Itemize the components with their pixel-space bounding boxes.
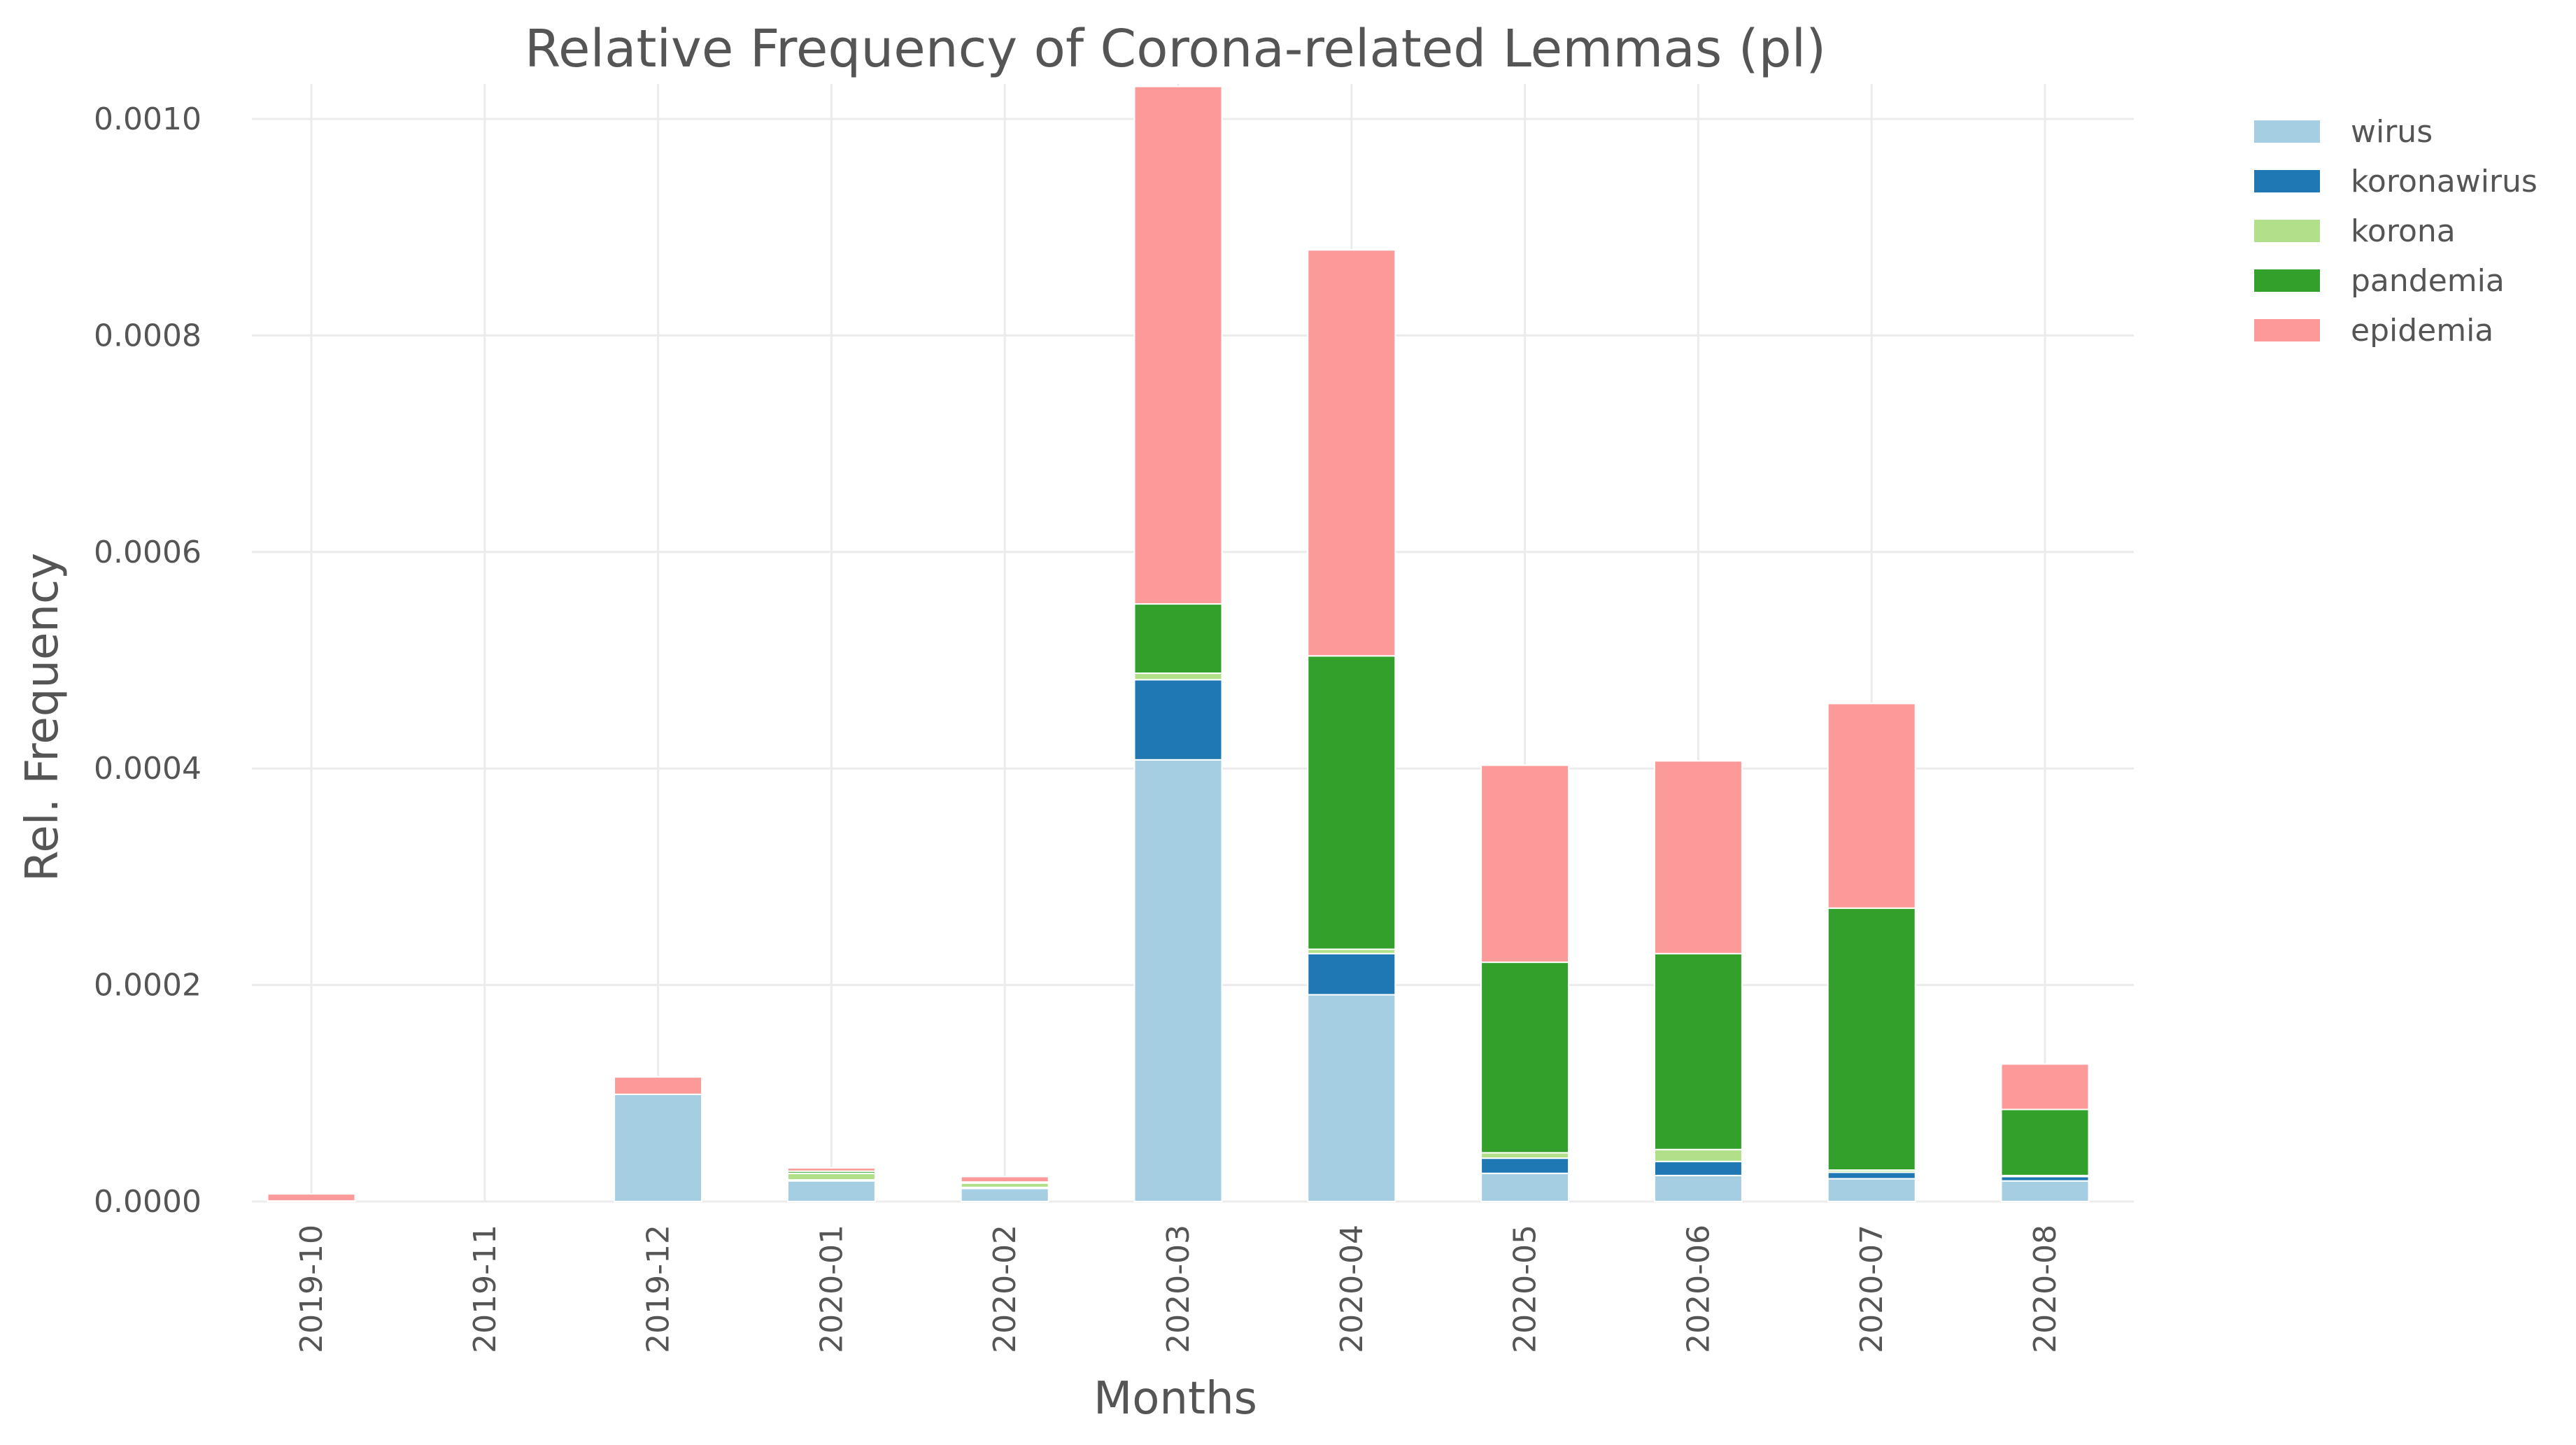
bar-segment-koronawirus xyxy=(1307,952,1396,996)
legend-swatch-koronawirus xyxy=(2254,170,2320,192)
x-tick-label: 2019-12 xyxy=(641,1225,677,1353)
bars xyxy=(267,85,2090,1203)
bar-segment-korona xyxy=(1480,1152,1570,1159)
bar-segment-epidemia xyxy=(614,1076,703,1095)
x-tick-label: 2019-11 xyxy=(467,1225,503,1353)
bar-segment-epidemia xyxy=(267,1193,356,1202)
x-tick-label: 2020-05 xyxy=(1508,1225,1543,1353)
legend-swatch-wirus xyxy=(2254,120,2320,143)
chart-title: Relative Frequency of Corona-related Lem… xyxy=(525,19,1826,79)
bar-segment-wirus xyxy=(1827,1178,1916,1202)
bar-segment-pandemia xyxy=(2000,1108,2090,1176)
bar-segment-epidemia xyxy=(1480,764,1570,964)
legend-label-epidemia: epidemia xyxy=(2351,313,2493,348)
y-tick-label: 0.0006 xyxy=(94,535,201,570)
bar-segment-wirus xyxy=(1307,994,1396,1202)
x-tick-label: 2020-04 xyxy=(1334,1225,1370,1353)
bar-segment-wirus xyxy=(1133,759,1223,1202)
legend-label-korona: korona xyxy=(2351,213,2456,249)
x-tick-label: 2019-10 xyxy=(294,1225,330,1353)
bar-segment-epidemia xyxy=(1653,760,1743,954)
bar-segment-wirus xyxy=(1480,1172,1570,1202)
bar-segment-epidemia xyxy=(786,1167,876,1172)
legend-swatch-epidemia xyxy=(2254,319,2320,341)
bar-segment-epidemia xyxy=(1827,703,1916,909)
y-axis-label: Rel. Frequency xyxy=(17,553,69,882)
bar-segment-epidemia xyxy=(1307,249,1396,657)
bar-segment-pandemia xyxy=(1480,961,1570,1154)
bar-segment-wirus xyxy=(2000,1180,2090,1203)
x-tick-labels: 2019-10 2019-11 2019-12 2020-01 2020-02 2020-… xyxy=(294,1225,2063,1353)
y-tick-labels: 0.0000 0.0002 0.0004 0.0006 0.0008 0.0010 xyxy=(94,101,201,1220)
legend-swatch-korona xyxy=(2254,220,2320,242)
y-tick-label: 0.0002 xyxy=(94,968,201,1003)
bar-segment-wirus xyxy=(786,1180,876,1203)
legend-label-wirus: wirus xyxy=(2351,114,2433,150)
bar-segment-wirus xyxy=(614,1093,703,1203)
bar-segment-wirus xyxy=(1653,1174,1743,1202)
x-tick-label: 2020-06 xyxy=(1680,1225,1716,1353)
bar-segment-korona xyxy=(1653,1148,1743,1162)
legend-label-pandemia: pandemia xyxy=(2351,263,2505,299)
bar-segment-korona xyxy=(1133,672,1223,681)
x-tick-label: 2020-08 xyxy=(2027,1225,2063,1353)
bar-segment-epidemia xyxy=(1133,85,1223,605)
bar-segment-epidemia xyxy=(960,1176,1049,1183)
x-tick-label: 2020-03 xyxy=(1161,1225,1196,1353)
bar-segment-pandemia xyxy=(1827,907,1916,1171)
y-tick-label: 0.0000 xyxy=(94,1184,201,1220)
x-tick-label: 2020-07 xyxy=(1854,1225,1890,1353)
bar-segment-epidemia xyxy=(2000,1063,2090,1111)
bar-segment-koronawirus xyxy=(1827,1171,1916,1180)
bar-segment-pandemia xyxy=(1653,952,1743,1150)
legend-swatch-pandemia xyxy=(2254,269,2320,292)
bar-segment-koronawirus xyxy=(1133,679,1223,761)
x-tick-label: 2020-01 xyxy=(814,1225,849,1353)
bar-segment-pandemia xyxy=(1133,603,1223,675)
x-tick-label: 2020-02 xyxy=(987,1225,1023,1353)
y-tick-label: 0.0008 xyxy=(94,318,201,353)
y-tick-label: 0.0004 xyxy=(94,751,201,787)
legend: wirus koronawirus korona pandemia epidemia xyxy=(2254,114,2538,348)
bar-segment-pandemia xyxy=(1307,655,1396,950)
legend-label-koronawirus: koronawirus xyxy=(2351,164,2538,199)
x-axis-label: Months xyxy=(1094,1373,1257,1425)
bar-segment-koronawirus xyxy=(1653,1160,1743,1176)
bar-segment-wirus xyxy=(960,1187,1049,1203)
bar-segment-koronawirus xyxy=(1480,1157,1570,1174)
y-tick-label: 0.0010 xyxy=(94,101,201,137)
bar-segment-korona xyxy=(786,1172,876,1181)
